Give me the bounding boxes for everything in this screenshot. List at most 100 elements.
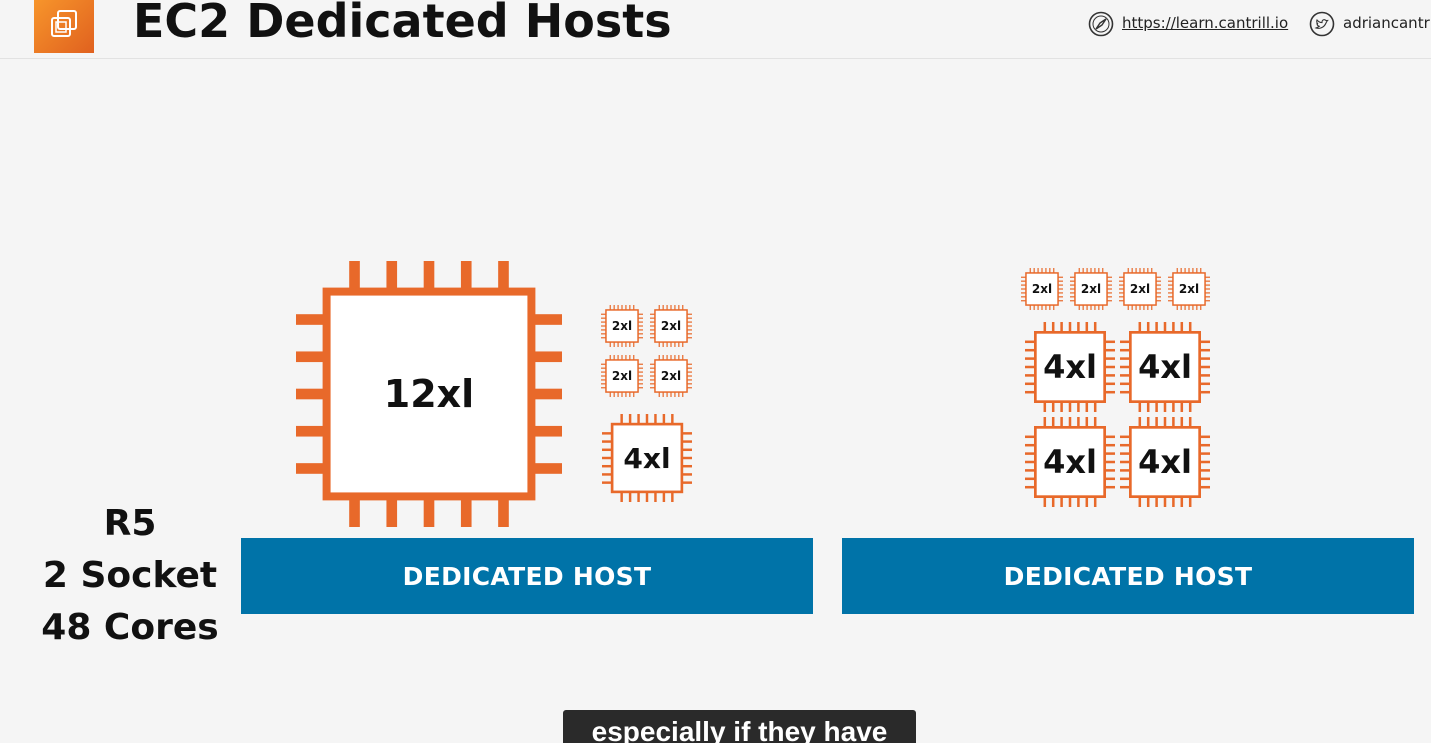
chip-pin bbox=[637, 367, 643, 369]
chip-pin bbox=[654, 492, 657, 502]
chip-pin bbox=[678, 305, 680, 311]
chip-pin bbox=[602, 473, 612, 476]
chip-pin bbox=[1151, 268, 1153, 274]
instance-2xl-label: 2xl bbox=[1080, 282, 1102, 296]
chip-pin bbox=[1053, 304, 1055, 310]
chip-body bbox=[1129, 426, 1202, 499]
chip-pin bbox=[1070, 292, 1076, 294]
chip-pin bbox=[678, 341, 680, 347]
chip-pin bbox=[1021, 284, 1027, 286]
chip-pin bbox=[650, 325, 656, 327]
chip-pin bbox=[674, 341, 676, 347]
chip-pin bbox=[1155, 402, 1158, 412]
chip-pin bbox=[1135, 268, 1137, 274]
chip-pin bbox=[1060, 322, 1063, 332]
chip-pin bbox=[670, 305, 672, 311]
chip-pin bbox=[1188, 417, 1192, 427]
chip-pin bbox=[1138, 322, 1142, 332]
course-link[interactable]: https://learn.cantrill.io bbox=[1122, 14, 1289, 32]
chip-pin bbox=[609, 305, 611, 311]
chip-pin bbox=[650, 321, 656, 323]
instance-2xl-label: 2xl bbox=[1031, 282, 1053, 296]
chip-pin bbox=[1119, 276, 1125, 278]
chip-pin bbox=[1138, 497, 1142, 507]
chip-pin bbox=[662, 305, 664, 311]
twitter-handle[interactable]: adriancantrill bbox=[1343, 14, 1431, 32]
instance-4xl-label: 4xl bbox=[1138, 348, 1192, 386]
chip-pin bbox=[609, 341, 611, 347]
chip-pin bbox=[650, 363, 656, 365]
chip-pin bbox=[1120, 485, 1130, 489]
chip-pin bbox=[682, 355, 684, 361]
chip-pin bbox=[1172, 417, 1175, 427]
chip-pin bbox=[1070, 296, 1076, 298]
chip-pin bbox=[1068, 417, 1072, 427]
chip-pin bbox=[1093, 322, 1097, 332]
chip-pin bbox=[296, 425, 324, 437]
chip-pin bbox=[628, 492, 632, 502]
chip-pin bbox=[1180, 322, 1184, 332]
twitter-icon bbox=[1309, 11, 1335, 37]
chip-pin bbox=[1057, 296, 1063, 298]
chip-pin bbox=[1068, 497, 1072, 507]
chip-pin bbox=[1200, 340, 1210, 344]
chip-body bbox=[1034, 331, 1107, 404]
chip-pin bbox=[617, 355, 619, 361]
chip-outline bbox=[1021, 268, 1063, 310]
chip-outline bbox=[1120, 417, 1210, 507]
chip-pin bbox=[1077, 497, 1080, 507]
chip-pin bbox=[1037, 304, 1039, 310]
chip-pin bbox=[658, 391, 660, 397]
chip-pin bbox=[670, 341, 672, 347]
chip-pin bbox=[1105, 348, 1115, 352]
chip-pin bbox=[617, 341, 619, 347]
chip-outline bbox=[601, 355, 643, 397]
chip-pin bbox=[1155, 497, 1158, 507]
page-title: EC2 Dedicated Hosts bbox=[133, 0, 672, 48]
chip-pin bbox=[1105, 365, 1115, 369]
chip-pin bbox=[1180, 497, 1184, 507]
chip-pin bbox=[629, 341, 631, 347]
chip-pin bbox=[1025, 435, 1035, 439]
chip-pin bbox=[1138, 402, 1142, 412]
chip-pin bbox=[1168, 276, 1174, 278]
chip-outline bbox=[1025, 417, 1115, 507]
chip-pin bbox=[1188, 268, 1190, 274]
chip-pin bbox=[1176, 304, 1178, 310]
chip-pin bbox=[1204, 280, 1210, 282]
chip-pin bbox=[633, 391, 635, 397]
chip-pin bbox=[1025, 357, 1035, 360]
chip-pin bbox=[1094, 268, 1096, 274]
chip-pin bbox=[601, 363, 607, 365]
chip-pin bbox=[1021, 300, 1027, 302]
chip-pin bbox=[602, 432, 612, 435]
chip-pin bbox=[1049, 268, 1051, 274]
chip-pin bbox=[1057, 300, 1063, 302]
chip-pin bbox=[637, 414, 640, 424]
chip-pin bbox=[1037, 268, 1039, 274]
chip-pin bbox=[666, 305, 668, 311]
chip-pin bbox=[682, 305, 684, 311]
chip-pin bbox=[1060, 402, 1063, 412]
chip-pin bbox=[1200, 485, 1210, 489]
chip-outline bbox=[650, 305, 692, 347]
chip-pin bbox=[1151, 304, 1153, 310]
chip-pin bbox=[620, 414, 623, 424]
chip-pin bbox=[1200, 460, 1210, 464]
chip-pin bbox=[1029, 268, 1031, 274]
chip-pin bbox=[1051, 417, 1055, 427]
chip-pin bbox=[1077, 417, 1080, 427]
chip-body bbox=[322, 287, 536, 501]
chip-pin bbox=[1057, 288, 1063, 290]
chip-pin bbox=[601, 313, 607, 315]
chip-pin bbox=[1200, 390, 1210, 394]
chip-pin bbox=[1155, 292, 1161, 294]
chip-icon: 4xl bbox=[1025, 322, 1115, 412]
chip-pin bbox=[1139, 304, 1141, 310]
chip-pin bbox=[1033, 304, 1035, 310]
chip-pin bbox=[650, 383, 656, 385]
instance-2xl-label: 2xl bbox=[660, 369, 682, 383]
instance-4xl-label: 4xl bbox=[1138, 443, 1192, 481]
instance-2xl-label: 2xl bbox=[660, 319, 682, 333]
chip-pin bbox=[682, 464, 692, 468]
